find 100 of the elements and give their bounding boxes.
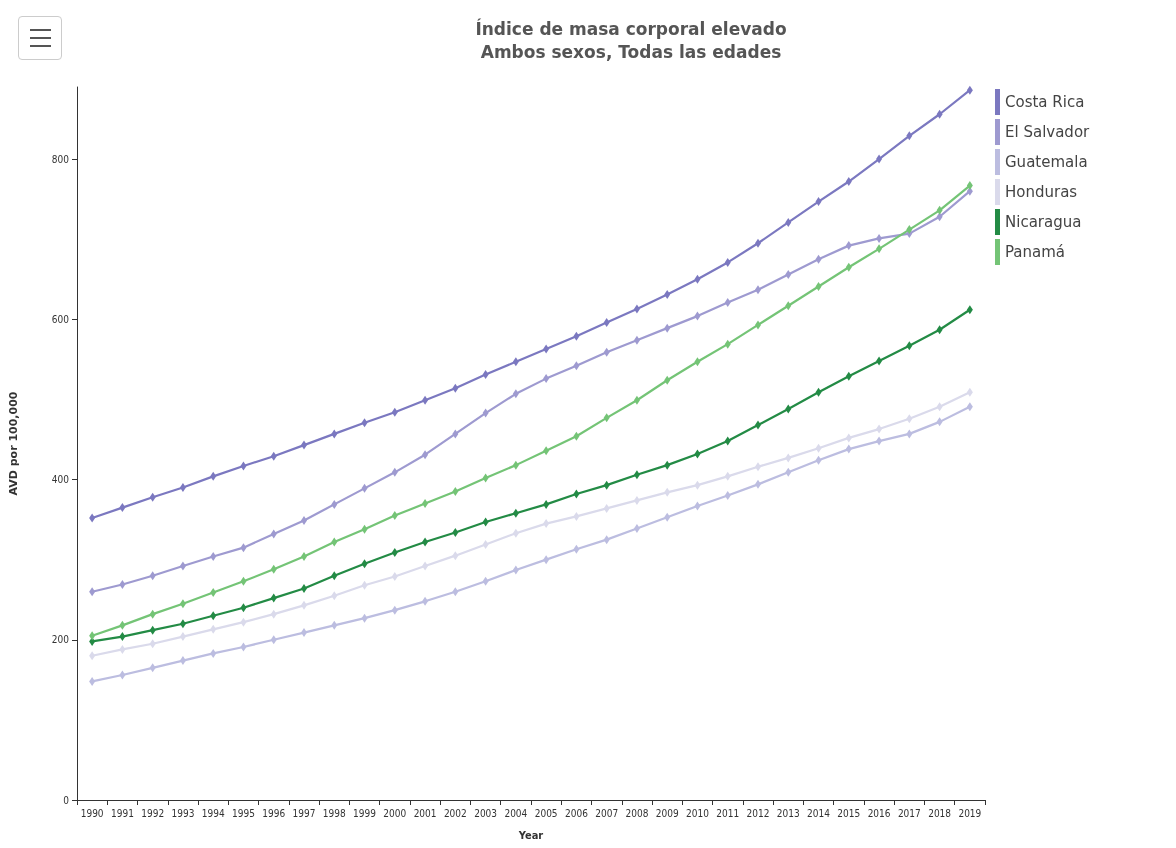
point [694, 449, 701, 459]
point [270, 593, 277, 603]
point [815, 387, 822, 397]
point [482, 517, 489, 527]
point [936, 325, 943, 335]
point [422, 561, 429, 571]
point [603, 318, 610, 328]
x-tick-label: 1996 [262, 807, 286, 819]
point [603, 347, 610, 357]
point [785, 453, 792, 463]
x-tick-label: 2003 [474, 807, 498, 819]
point [270, 609, 277, 619]
point [724, 491, 731, 501]
point [452, 527, 459, 537]
point [633, 304, 640, 314]
point [89, 676, 96, 686]
point [119, 670, 126, 680]
point [845, 433, 852, 443]
point [845, 371, 852, 381]
point [785, 467, 792, 477]
point [452, 383, 459, 393]
point [331, 571, 338, 581]
point [89, 651, 96, 661]
x-tick-label: 1994 [201, 807, 225, 819]
x-tick-label: 2000 [383, 807, 407, 819]
point [724, 436, 731, 446]
point [694, 311, 701, 321]
point [966, 402, 973, 412]
y-tick-label: 0 [63, 794, 70, 806]
point [815, 443, 822, 453]
point [149, 492, 156, 502]
point [331, 537, 338, 547]
point [512, 565, 519, 575]
point [210, 588, 217, 598]
point [89, 587, 96, 597]
legend-label: Honduras [1005, 183, 1078, 201]
point [422, 596, 429, 606]
point [512, 460, 519, 470]
point [89, 631, 96, 641]
point [391, 511, 398, 521]
point [573, 511, 580, 521]
chart-subtitle: Ambos sexos, Todas las edades [480, 41, 782, 62]
point [906, 429, 913, 439]
point [815, 254, 822, 264]
point [936, 402, 943, 412]
point [664, 487, 671, 497]
point [391, 467, 398, 477]
x-tick-label: 2019 [958, 807, 982, 819]
y-axis-title: AVD por 100,000 [7, 391, 20, 496]
point [876, 244, 883, 254]
point [512, 528, 519, 538]
point [149, 639, 156, 649]
x-tick-label: 2011 [716, 807, 740, 819]
point [331, 499, 338, 509]
point [694, 357, 701, 367]
point [694, 480, 701, 490]
point [543, 499, 550, 509]
point [876, 436, 883, 446]
point [724, 339, 731, 349]
x-tick-label: 2002 [443, 807, 467, 819]
point [543, 555, 550, 565]
point [845, 262, 852, 272]
y-tick-label: 400 [51, 474, 70, 486]
point [936, 205, 943, 215]
point [966, 85, 973, 95]
point [603, 413, 610, 423]
point [876, 154, 883, 164]
point [906, 225, 913, 235]
point [573, 544, 580, 554]
x-tick-label: 1999 [353, 807, 377, 819]
legend-label: Panamá [1005, 243, 1066, 261]
point [603, 535, 610, 545]
point [633, 495, 640, 505]
x-tick-label: 1991 [110, 807, 134, 819]
point [361, 483, 368, 493]
point [543, 519, 550, 529]
point [240, 603, 247, 613]
x-tick-label: 1993 [171, 807, 195, 819]
x-tick-label: 2012 [746, 807, 770, 819]
point [361, 580, 368, 590]
point [270, 451, 277, 461]
point [422, 395, 429, 405]
point [452, 429, 459, 439]
point [573, 361, 580, 371]
x-tick-label: 2006 [564, 807, 589, 819]
point [876, 233, 883, 243]
point [664, 289, 671, 299]
x-tick-label: 1995 [232, 807, 255, 819]
point [452, 487, 459, 497]
point [422, 499, 429, 509]
point [694, 274, 701, 284]
point [664, 375, 671, 385]
point [210, 551, 217, 561]
point [482, 576, 489, 586]
point [724, 257, 731, 267]
point [391, 605, 398, 615]
point [815, 281, 822, 291]
point [543, 344, 550, 354]
point [876, 424, 883, 434]
point [845, 177, 852, 187]
